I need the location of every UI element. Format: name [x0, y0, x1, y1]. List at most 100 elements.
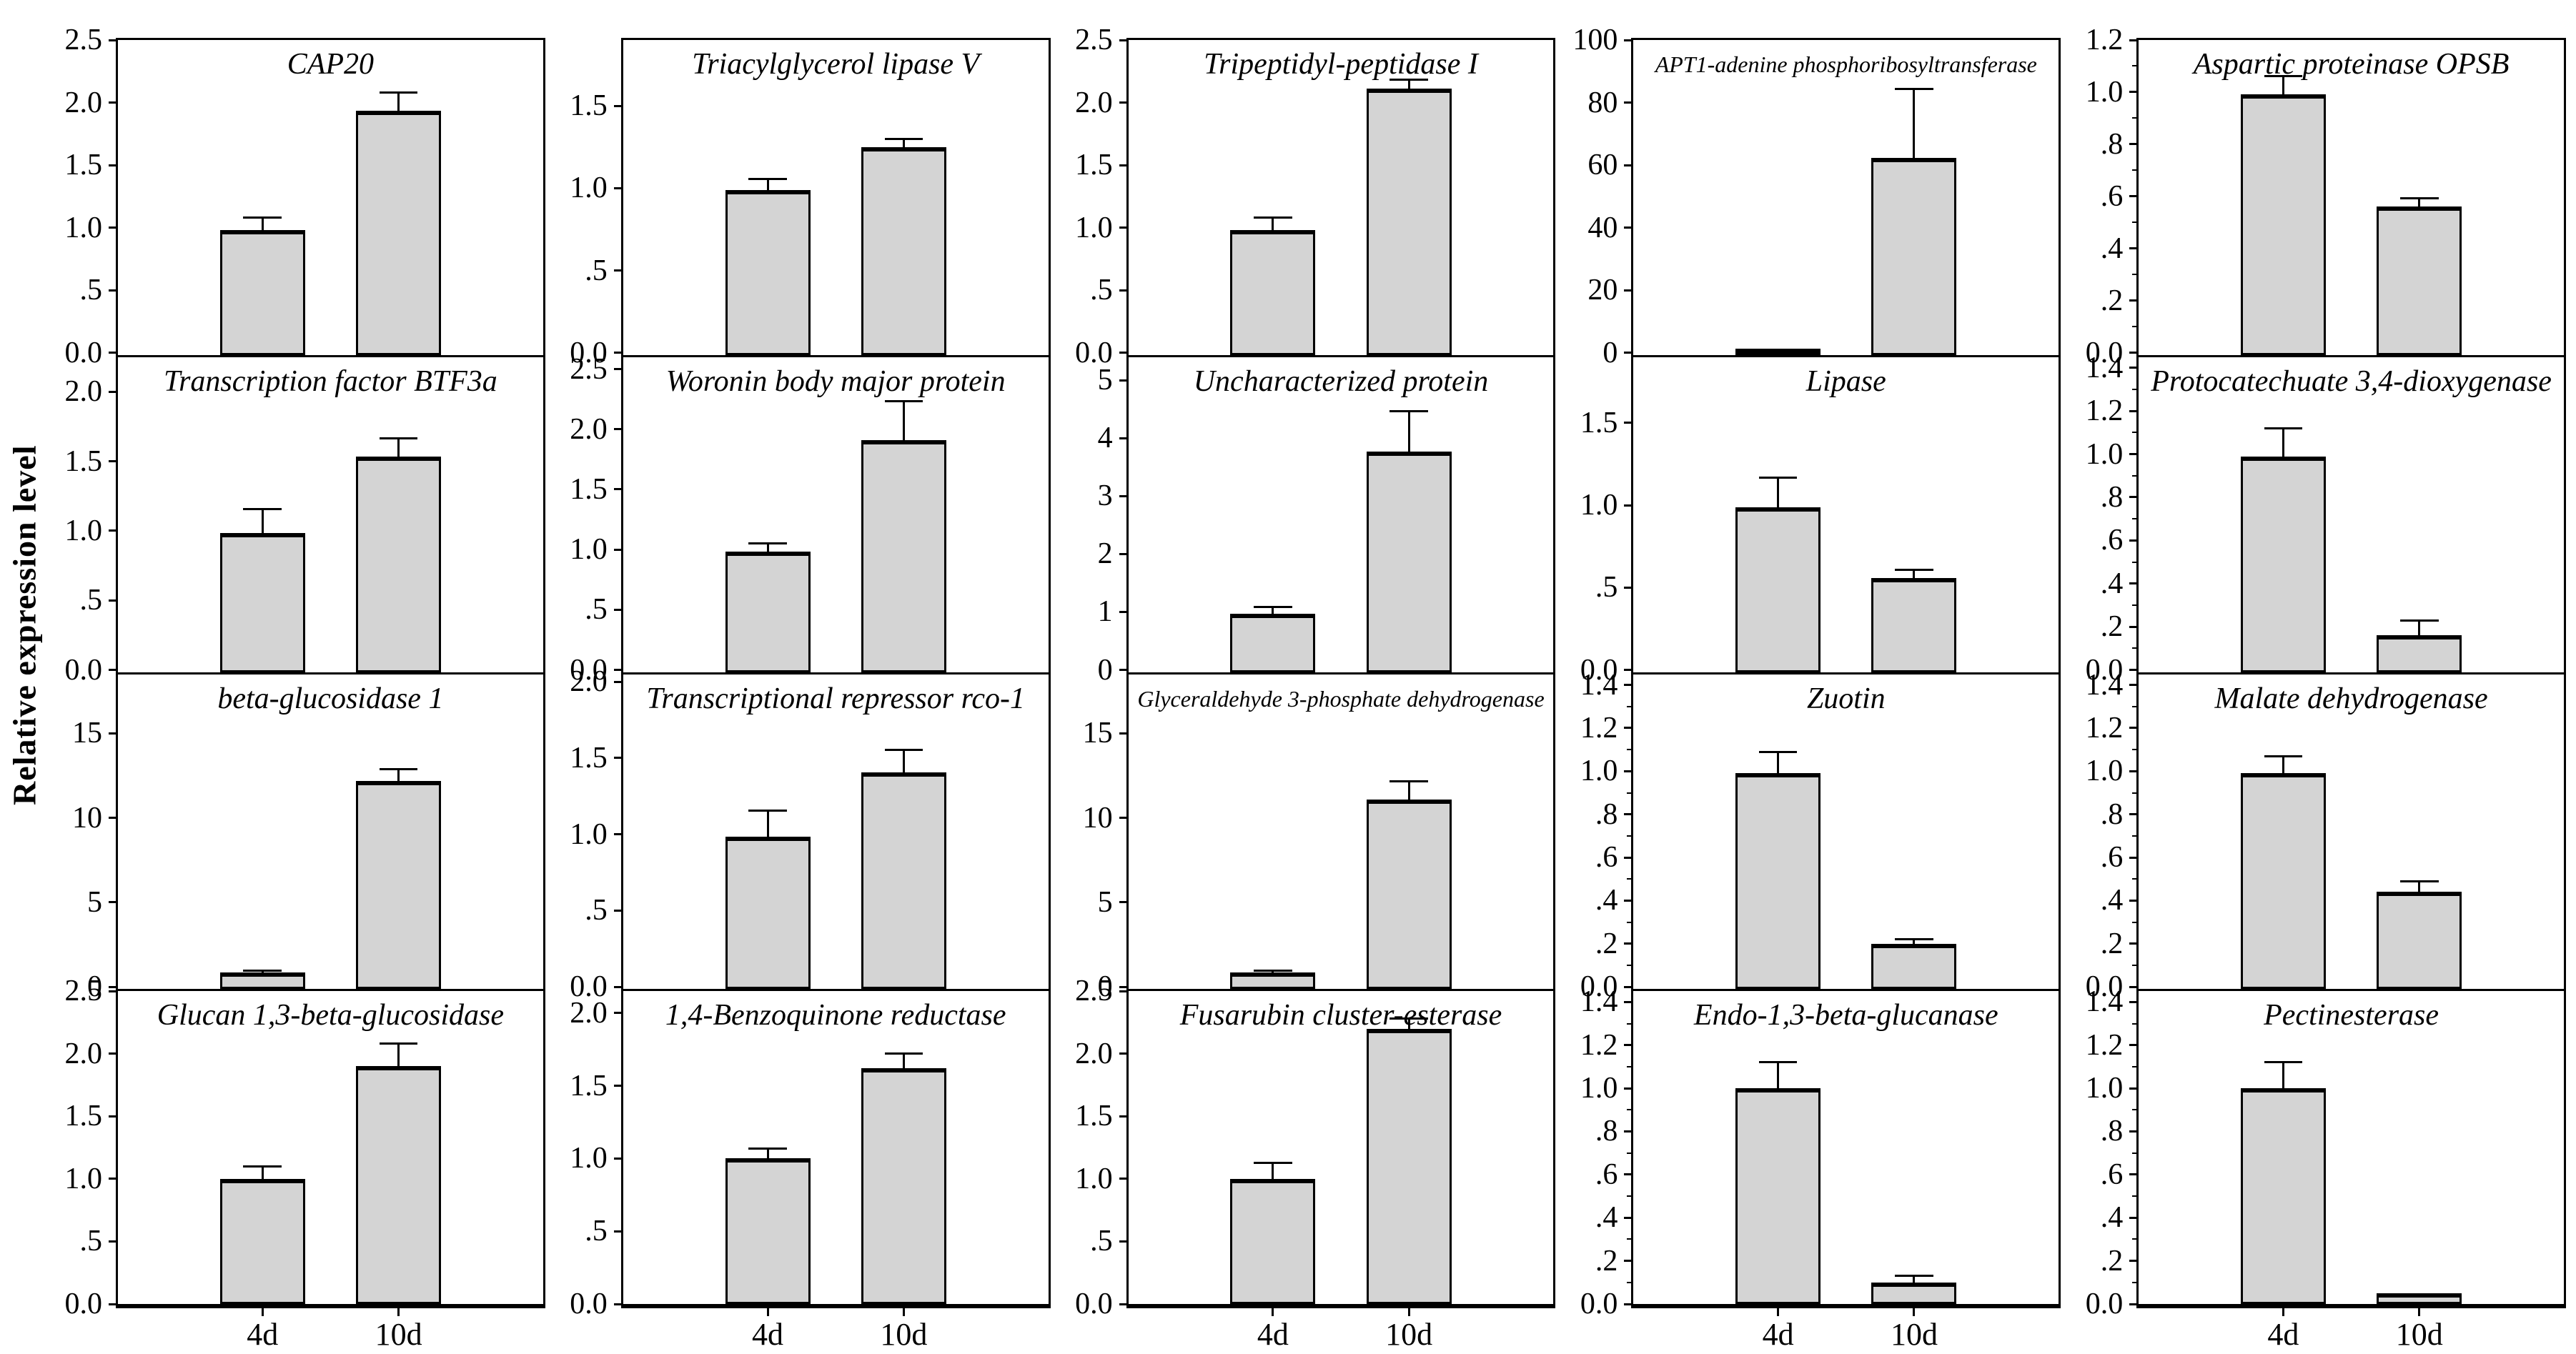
- y-tick-label: 0: [87, 970, 102, 1004]
- bar-10d: [861, 147, 946, 355]
- expression-panel: 1,4-Benzoquinone reductase 0.0 .5 1.0 1.5 2.0…: [570, 989, 1051, 1352]
- y-minor-tick: [2132, 835, 2137, 837]
- error-bar: [1777, 1062, 1780, 1089]
- y-minor-tick: [1627, 1065, 1632, 1067]
- panel-title: Pectinesterase: [2264, 999, 2439, 1032]
- y-major-tick: [613, 985, 621, 988]
- panel-title: Malate dehydrogenase: [2214, 682, 2488, 715]
- expression-panel: CAP20 0.0 .5 1.0 1.5 2.0 2.5: [65, 24, 545, 369]
- bar-10d: [1366, 1028, 1452, 1304]
- panel-title: Endo-1,3-beta-glucanase: [1693, 999, 1998, 1032]
- error-bar: [1913, 569, 1916, 579]
- y-minor-tick: [1627, 1022, 1632, 1025]
- y-minor-tick: [2132, 389, 2137, 391]
- y-major-tick: [109, 390, 116, 393]
- x-tick: [2418, 1308, 2421, 1316]
- error-bar-cap: [2399, 619, 2439, 622]
- y-major-tick: [2129, 195, 2137, 198]
- y-major-tick: [613, 1157, 621, 1160]
- bar-10d: [861, 772, 946, 990]
- y-tick-label: .5: [585, 254, 608, 287]
- panel-title: Uncharacterized protein: [1193, 364, 1489, 398]
- y-major-tick: [613, 352, 621, 354]
- y-major-tick: [1119, 1303, 1126, 1305]
- error-bar: [261, 217, 264, 230]
- bar-4d: [1230, 229, 1316, 355]
- y-major-tick: [1119, 39, 1126, 41]
- error-bar: [766, 810, 769, 837]
- y-tick-label: 15: [72, 717, 102, 750]
- y-major-tick: [2129, 367, 2137, 369]
- y-tick-label: 1.0: [570, 1142, 608, 1175]
- expression-panel: Transcriptional repressor rco-1 0.0 .5 1.0 1…: [570, 665, 1051, 1003]
- y-major-tick: [1624, 1087, 1632, 1090]
- y-minor-tick: [1627, 705, 1632, 707]
- error-bar: [397, 92, 400, 111]
- y-major-tick: [2129, 496, 2137, 499]
- x-tick-label: 10d: [880, 1317, 928, 1352]
- y-major-tick: [613, 1085, 621, 1087]
- y-tick-label: .5: [1595, 571, 1618, 604]
- y-tick-label: 1.0: [1580, 755, 1618, 788]
- y-major-tick: [1119, 1115, 1126, 1117]
- bar-4d: [1735, 348, 1821, 355]
- y-tick-label: 1.0: [2085, 75, 2124, 109]
- error-bar: [1407, 781, 1410, 800]
- y-tick-label: 10: [1082, 801, 1113, 835]
- panel-title: Aspartic proteinase OPSB: [2193, 48, 2510, 81]
- y-major-tick: [1624, 684, 1632, 687]
- y-major-tick: [1119, 610, 1126, 613]
- y-tick-label: 1.0: [2085, 437, 2124, 471]
- expression-panel: beta-glucosidase 1 0 5 10 15: [72, 672, 545, 1003]
- error-bar: [902, 401, 905, 440]
- y-major-tick: [2129, 1000, 2137, 1003]
- panel-title: Tripeptidyl-peptidase I: [1204, 48, 1478, 81]
- error-bar: [1407, 411, 1410, 452]
- expression-panel: Pectinesterase 0.0 .2 .4 .6 .8 1.0 1.2 1.4 4d 10d: [2086, 985, 2566, 1352]
- y-major-tick: [109, 529, 116, 532]
- expression-panel: Tripeptidyl-peptidase I 0.0 .5 1.0 1.5 2.0 2.5: [1075, 24, 1556, 369]
- y-tick-label: 0: [1602, 336, 1618, 369]
- error-bar-cap: [748, 542, 787, 544]
- bar-10d: [356, 456, 442, 672]
- error-bar: [2418, 620, 2421, 636]
- y-tick-label: 2.5: [570, 352, 608, 386]
- y-major-tick: [1624, 422, 1632, 424]
- error-bar-cap: [884, 138, 923, 141]
- y-tick-label: 2.0: [570, 665, 608, 699]
- error-bar: [766, 179, 769, 191]
- error-bar: [766, 543, 769, 552]
- y-major-tick: [109, 599, 116, 602]
- error-bar-cap: [1895, 1275, 1933, 1278]
- y-tick-label: 40: [1587, 211, 1618, 244]
- y-major-tick: [1624, 352, 1632, 354]
- y-major-tick: [1624, 1130, 1632, 1133]
- y-major-tick: [2129, 770, 2137, 772]
- y-tick-label: .2: [2100, 610, 2124, 644]
- x-tick: [766, 1308, 769, 1316]
- bar-10d: [2377, 1293, 2462, 1304]
- y-tick-label: 2.0: [64, 375, 103, 409]
- y-minor-tick: [2132, 921, 2137, 923]
- error-bar-cap: [748, 177, 787, 180]
- y-tick-label: 0.0: [1075, 1288, 1113, 1320]
- error-bar-cap: [1254, 1161, 1292, 1164]
- y-minor-tick: [1627, 878, 1632, 880]
- error-bar-cap: [1254, 969, 1292, 972]
- y-major-tick: [1624, 101, 1632, 104]
- y-tick-label: 5: [1097, 364, 1113, 397]
- y-tick-label: 1.5: [1075, 1100, 1113, 1133]
- y-tick-label: 4: [1097, 422, 1113, 455]
- error-bar-cap: [1389, 780, 1428, 782]
- y-tick-label: 1.5: [1580, 406, 1618, 439]
- expression-panel: Lipase 0.0 .5 1.0 1.5: [1580, 354, 2061, 687]
- y-minor-tick: [1627, 1238, 1632, 1240]
- error-bar-cap: [1254, 606, 1292, 609]
- x-tick: [1272, 1308, 1274, 1316]
- error-bar-cap: [2264, 755, 2303, 757]
- panel-title: Glyceraldehyde 3-phosphate dehydrogenase: [1137, 685, 1545, 712]
- y-tick-label: .4: [2100, 1201, 2124, 1235]
- y-major-tick: [1624, 1044, 1632, 1047]
- error-bar-cap: [243, 969, 282, 972]
- expression-panel: Malate dehydrogenase 0.0 .2 .4 .6 .8 1.0 1.2 1.4: [2086, 669, 2566, 1003]
